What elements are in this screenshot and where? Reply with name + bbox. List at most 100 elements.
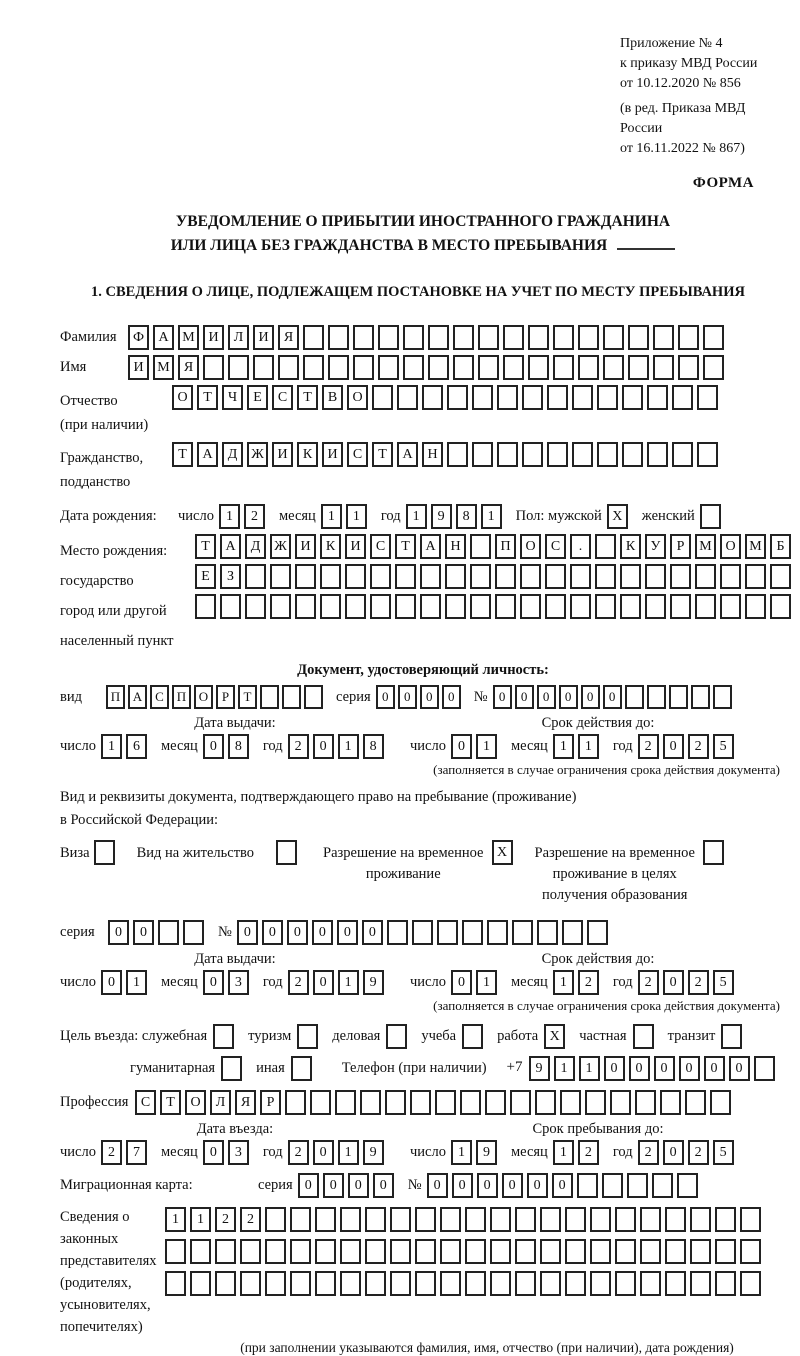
char-box: Л [210,1090,231,1115]
char-box [540,1271,561,1296]
char-box: Т [372,442,393,467]
purpose-humanitarian-checkbox[interactable] [221,1056,246,1081]
char-box [445,594,466,619]
residence-permit-checkbox[interactable] [276,840,301,865]
char-box [440,1239,461,1264]
purpose-private-checkbox[interactable] [632,1024,658,1049]
char-box: 2 [577,1140,599,1165]
char-box [626,1173,648,1198]
char-box: 9 [362,1140,384,1165]
representatives-row3[interactable] [165,1271,765,1296]
char-box: 0 [501,1173,523,1198]
purpose-transit-label: транзит [667,1028,716,1044]
citizenship-label: Гражданство, подданство [60,450,144,490]
char-box [303,355,324,380]
purpose-other-checkbox[interactable] [290,1056,316,1081]
char-box [536,920,558,945]
male-checkbox[interactable]: X [606,504,632,529]
char-box [340,1207,361,1232]
char-box: 1 [552,1140,574,1165]
char-box: И [345,534,366,559]
purpose-transit-checkbox[interactable] [721,1024,746,1049]
char-box [628,325,649,350]
appendix-line: Приложение № 4 [620,36,723,51]
char-box [403,355,424,380]
char-box [615,1207,636,1232]
char-box: К [620,534,641,559]
char-box [624,685,644,709]
char-box: С [272,385,293,410]
char-box: Д [245,534,266,559]
char-box: С [545,534,566,559]
purpose-official-checkbox[interactable] [213,1024,238,1049]
purpose-work-checkbox[interactable]: X [544,1024,569,1049]
sex-female-label: женский [641,508,695,524]
char-box: П [495,534,516,559]
char-box: Е [247,385,268,410]
edu-permit-checkbox[interactable] [702,840,728,865]
char-box: 1 [405,504,427,529]
char-box: 1 [578,1056,600,1081]
temp-permit-checkbox[interactable]: X [491,840,517,865]
appendix-header: Приложение № 4 к приказу МВД России от 1… [620,34,786,159]
visa-checkbox[interactable] [93,840,119,865]
purpose-tourism-checkbox[interactable] [297,1024,322,1049]
purpose-business-checkbox[interactable] [386,1024,411,1049]
char-box [365,1271,386,1296]
char-box [220,594,241,619]
female-checkbox[interactable] [699,504,725,529]
form-page: Приложение № 4 к приказу МВД России от 1… [60,34,795,1355]
char-box: Т [160,1090,181,1115]
char-box [215,1271,236,1296]
entry-date-label: Дата въезда: [196,1121,274,1137]
representatives-row2[interactable] [165,1239,765,1264]
char-box: 0 [662,1140,684,1165]
char-box [695,594,716,619]
purpose-study-checkbox[interactable] [462,1024,487,1049]
char-box [260,685,279,709]
char-box [320,564,341,589]
char-box: 5 [712,970,734,995]
char-box [158,920,179,945]
birth-place-row3[interactable] [195,594,795,619]
char-box [715,1271,736,1296]
